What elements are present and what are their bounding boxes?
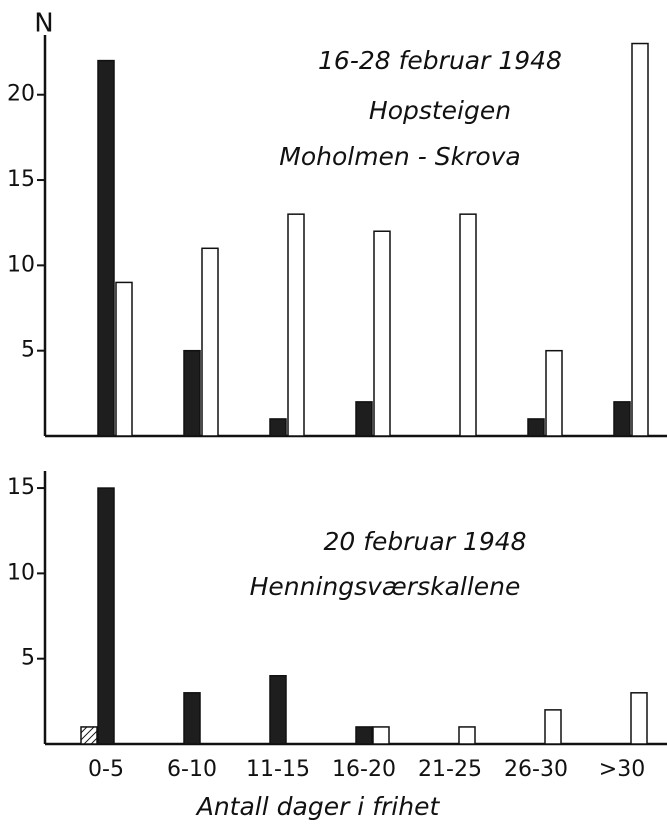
bar: [373, 230, 391, 437]
y-tick-label: 5: [21, 338, 35, 363]
bar: [613, 401, 631, 437]
bar: [527, 418, 545, 437]
annotation: 20 februar 1948: [323, 527, 526, 556]
x-tick-label: >30: [599, 757, 645, 782]
bar: [183, 349, 201, 437]
y-tick-label: 20: [7, 82, 35, 107]
annotation: Moholmen - Skrova: [279, 142, 520, 171]
x-tick-label: 16-20: [332, 757, 396, 782]
x-tick-label: 0-5: [88, 757, 124, 782]
y-tick-label: 15: [7, 167, 35, 192]
bar: [115, 281, 133, 437]
annotation: Henningsværskallene: [250, 572, 521, 601]
bar: [355, 401, 373, 437]
bar: [269, 418, 287, 437]
y-tick-label: 15: [7, 475, 35, 500]
bar: [544, 709, 562, 745]
bar: [631, 42, 649, 437]
bar: [372, 726, 390, 745]
bar: [630, 692, 648, 745]
bar: [80, 726, 98, 745]
bar: [269, 675, 287, 745]
x-axis-label: Antall dager i frihet: [195, 792, 441, 821]
bar: [545, 349, 563, 437]
bar: [459, 213, 477, 437]
x-tick-label: 11-15: [246, 757, 310, 782]
y-tick-label: 5: [21, 646, 35, 671]
y-tick-label: 10: [7, 560, 35, 585]
x-tick-label: 26-30: [504, 757, 568, 782]
x-tick-label: 21-25: [418, 757, 482, 782]
bar: [287, 213, 305, 437]
bar: [183, 692, 201, 745]
y-tick-label: 10: [7, 252, 35, 277]
bar: [97, 487, 115, 745]
bar: [355, 726, 373, 745]
annotation: 16-28 februar 1948: [318, 46, 562, 75]
bar: [97, 59, 115, 437]
x-tick-label: 6-10: [167, 757, 217, 782]
bar: [458, 726, 476, 745]
annotation: Hopsteigen: [369, 96, 511, 125]
bar: [201, 247, 219, 437]
y-axis-label: N: [34, 9, 53, 39]
